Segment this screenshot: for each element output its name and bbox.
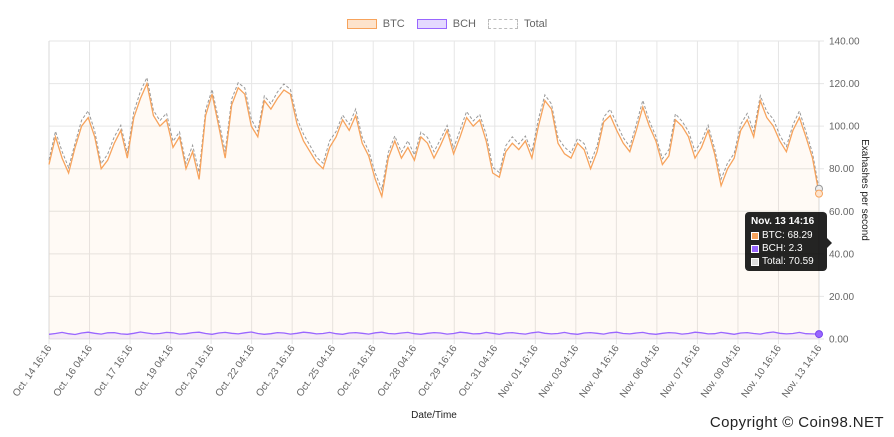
tooltip-row-btc: BTC: 68.29 [751, 229, 821, 242]
y-tick-label: 0.00 [829, 335, 849, 346]
x-tick-label: Nov. 07 16:16 [659, 343, 704, 400]
x-tick-label: Nov. 06 04:16 [618, 343, 663, 400]
chart-legend: BTC BCH Total [0, 18, 894, 30]
x-tick-label: Oct. 19 04:16 [133, 343, 177, 399]
x-tick-label: Oct. 28 04:16 [376, 343, 420, 399]
tooltip-swatch-btc [751, 231, 759, 240]
btc-line [48, 81, 820, 199]
total-line [48, 76, 820, 192]
legend-item-bch[interactable]: BCH [416, 18, 476, 30]
y-tick-label: 120.00 [829, 79, 860, 90]
y-tick-label: 60.00 [829, 207, 854, 218]
y-tick-label: 40.00 [829, 249, 854, 260]
chart-grid [48, 40, 824, 344]
x-tick-label: Oct. 23 16:16 [254, 343, 298, 399]
legend-label-total: Total [523, 18, 548, 30]
x-tick-label: Nov. 09 04:16 [699, 343, 744, 400]
x-tick-label: Nov. 03 04:16 [537, 343, 582, 400]
bch-hover-point [815, 330, 823, 339]
x-tick-label: Oct. 26 16:16 [335, 343, 379, 399]
bch-line [48, 331, 820, 336]
x-tick-label: Oct. 14 16:16 [11, 343, 55, 399]
tooltip-row-bch: BCH: 2.3 [751, 242, 821, 255]
tooltip-row-total: Total: 70.59 [751, 255, 821, 268]
x-tick-label: Oct. 16 04:16 [52, 343, 96, 399]
tooltip-value-btc: BTC: 68.29 [762, 230, 813, 241]
x-tick-label: Nov. 13 14:16 [780, 343, 825, 400]
x-tick-label: Oct. 31 04:16 [457, 343, 501, 399]
y-tick-label: 100.00 [829, 122, 860, 133]
x-tick-label: Nov. 10 16:16 [740, 343, 785, 400]
tooltip-title: Nov. 13 14:16 [751, 216, 815, 227]
copyright-watermark: Copyright © Coin98.NET [709, 414, 884, 431]
x-tick-label: Oct. 17 16:16 [92, 343, 136, 399]
x-tick-label: Oct. 22 04:16 [214, 343, 258, 399]
chart-tooltip: Nov. 13 14:16 BTC: 68.29 BCH: 2.3 Total:… [745, 212, 832, 271]
legend-swatch-bch [416, 19, 447, 29]
x-axis-title: Date/Time [411, 410, 457, 421]
x-tick-label: Oct. 25 04:16 [295, 343, 339, 399]
legend-swatch-total [487, 19, 518, 29]
x-tick-label: Oct. 20 16:16 [173, 343, 217, 399]
tooltip-value-total: Total: 70.59 [762, 256, 814, 267]
btc-hover-point [815, 189, 823, 198]
y-axis-title: Exahashes per second [859, 139, 870, 241]
x-tick-label: Nov. 04 16:16 [578, 343, 623, 400]
legend-label-btc: BTC [382, 18, 405, 30]
chart-series [48, 76, 823, 339]
tooltip-swatch-total [751, 257, 759, 266]
y-tick-label: 20.00 [829, 292, 854, 303]
tooltip-swatch-bch [751, 244, 759, 253]
legend-item-btc[interactable]: BTC [346, 18, 405, 30]
x-tick-label: Nov. 01 16:16 [496, 343, 541, 400]
x-tick-label: Oct. 29 16:16 [416, 343, 460, 399]
y-tick-label: 80.00 [829, 164, 854, 175]
legend-swatch-btc [346, 19, 377, 29]
legend-item-total[interactable]: Total [487, 18, 548, 30]
tooltip-caret [827, 238, 832, 248]
tooltip-value-bch: BCH: 2.3 [762, 243, 803, 254]
y-tick-label: 140.00 [829, 37, 860, 48]
legend-label-bch: BCH [452, 18, 476, 30]
